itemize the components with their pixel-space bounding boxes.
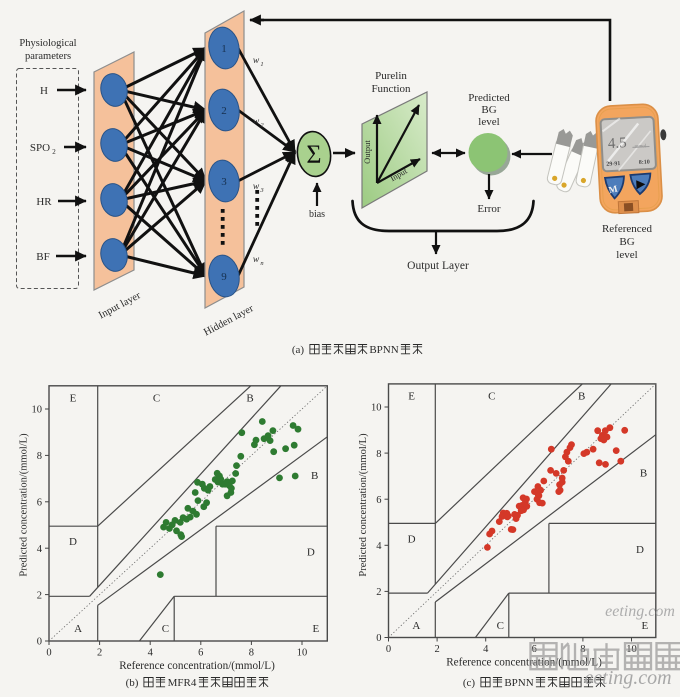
svg-text:HR: HR	[36, 196, 52, 208]
svg-text:Function: Function	[371, 83, 411, 95]
svg-text:B: B	[246, 392, 253, 404]
svg-text:(b): (b)	[126, 677, 139, 689]
svg-text:eeting.com: eeting.com	[584, 667, 671, 689]
svg-text:6: 6	[198, 648, 203, 659]
svg-text:Hidden layer: Hidden layer	[202, 303, 256, 339]
svg-text:eeting.com: eeting.com	[605, 603, 675, 620]
svg-text:2: 2	[221, 105, 227, 117]
svg-text:level: level	[478, 116, 499, 128]
svg-text:3: 3	[221, 176, 227, 188]
svg-text:w: w	[253, 56, 260, 66]
svg-text:2: 2	[260, 122, 264, 129]
svg-text:w: w	[253, 255, 260, 265]
svg-text:C: C	[488, 391, 495, 403]
svg-text:4: 4	[37, 544, 43, 555]
svg-text:2: 2	[97, 648, 102, 659]
svg-text:MFR4: MFR4	[168, 677, 197, 689]
svg-text:4.5: 4.5	[607, 135, 627, 152]
svg-text:Output Layer: Output Layer	[407, 260, 469, 272]
svg-text:D: D	[307, 547, 315, 559]
svg-text:(a): (a)	[292, 344, 305, 356]
svg-text:2: 2	[376, 587, 381, 598]
svg-text:0: 0	[37, 637, 42, 648]
svg-text:Predicted concentration/(mmol/: Predicted concentration/(mmol/L)	[19, 433, 30, 577]
svg-text:B: B	[578, 391, 585, 403]
svg-text:Predicted: Predicted	[468, 92, 510, 104]
svg-text:SPO: SPO	[30, 142, 50, 154]
svg-text:E: E	[408, 391, 415, 403]
svg-text:E: E	[313, 623, 320, 635]
svg-text:2: 2	[434, 644, 439, 655]
svg-text:8: 8	[249, 648, 254, 659]
svg-text:8: 8	[376, 449, 381, 460]
svg-text:2: 2	[37, 590, 42, 601]
svg-text:8: 8	[37, 451, 42, 462]
svg-text:Reference concentration/(mmol/: Reference concentration/(mmol/L)	[446, 657, 602, 669]
svg-text:Reference concentration/(mmol/: Reference concentration/(mmol/L)	[119, 660, 275, 672]
svg-text:Purelin: Purelin	[375, 70, 407, 82]
svg-text:H: H	[40, 85, 48, 97]
svg-text:w: w	[253, 117, 260, 127]
svg-text:Output: Output	[362, 140, 372, 164]
svg-text:D: D	[636, 544, 644, 556]
svg-text:29-91: 29-91	[606, 161, 620, 168]
svg-text:Input layer: Input layer	[97, 290, 143, 321]
svg-text:8:10: 8:10	[639, 159, 650, 166]
svg-text:level: level	[616, 249, 637, 261]
svg-text:2: 2	[52, 148, 56, 156]
svg-text:3: 3	[259, 187, 264, 194]
svg-text:10: 10	[297, 648, 308, 659]
svg-text:9: 9	[221, 271, 227, 283]
svg-text:bias: bias	[309, 209, 325, 220]
svg-text:Σ: Σ	[306, 140, 321, 169]
svg-text:BPNN: BPNN	[504, 677, 533, 689]
svg-text:4: 4	[148, 648, 154, 659]
svg-text:C: C	[162, 623, 169, 635]
svg-text:6: 6	[37, 498, 42, 509]
svg-text:(c): (c)	[463, 677, 476, 689]
svg-text:B: B	[311, 470, 318, 482]
svg-text:E: E	[70, 392, 77, 404]
svg-text:1: 1	[221, 43, 227, 55]
svg-text:A: A	[412, 620, 420, 632]
svg-text:E: E	[642, 620, 649, 632]
svg-text:BG: BG	[619, 236, 634, 248]
svg-text:n: n	[260, 260, 263, 267]
svg-text:parameters: parameters	[25, 51, 71, 62]
svg-text:0: 0	[46, 648, 51, 659]
svg-text:10: 10	[32, 405, 43, 416]
svg-text:Physiological: Physiological	[19, 38, 76, 49]
svg-text:BG: BG	[481, 104, 496, 116]
svg-text:C: C	[497, 620, 504, 632]
svg-text:Error: Error	[477, 203, 501, 215]
svg-text:0: 0	[376, 633, 381, 644]
svg-text:Referenced: Referenced	[602, 223, 653, 235]
svg-text:BF: BF	[36, 251, 49, 263]
svg-text:C: C	[153, 392, 160, 404]
svg-text:D: D	[408, 533, 416, 545]
svg-text:10: 10	[371, 403, 382, 414]
svg-text:B: B	[640, 468, 647, 480]
svg-text:1: 1	[260, 61, 263, 68]
svg-text:BPNN: BPNN	[369, 344, 398, 356]
svg-text:4: 4	[483, 644, 489, 655]
svg-text:M: M	[608, 185, 619, 197]
svg-text:4: 4	[376, 541, 382, 552]
svg-text:D: D	[69, 536, 77, 548]
svg-text:w: w	[253, 182, 260, 192]
svg-text:Predicted concentration/(mmol/: Predicted concentration/(mmol/L)	[358, 433, 369, 577]
svg-text:A: A	[74, 623, 82, 635]
svg-text:6: 6	[376, 495, 381, 506]
svg-text:0: 0	[386, 644, 391, 655]
